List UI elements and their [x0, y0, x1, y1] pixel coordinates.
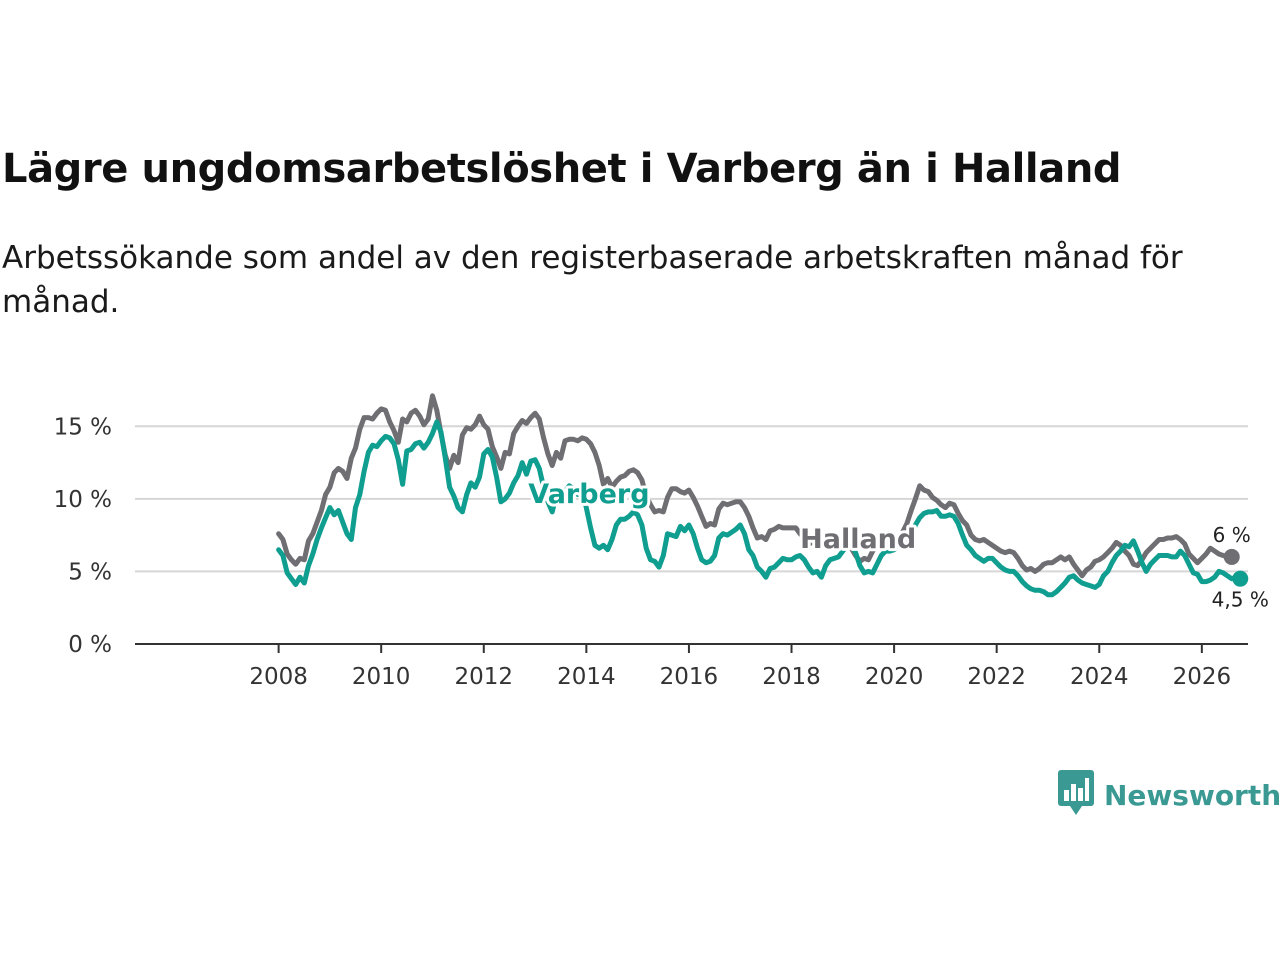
newsworthy-chart-logo-icon	[1058, 770, 1094, 820]
series-line-varberg	[276, 419, 1243, 598]
chart-subtitle: Arbetssökande som andel av den registerb…	[2, 240, 1183, 320]
y-tick-label: 5 %	[68, 559, 112, 585]
series-line-halland	[276, 393, 1235, 579]
series-label-varberg: Varberg	[528, 479, 649, 510]
x-tick-label: 2018	[762, 664, 821, 690]
x-tick-label: 2024	[1070, 664, 1129, 690]
end-value-label-varberg: 4,5 %	[1212, 588, 1269, 612]
x-tick-label: 2026	[1173, 664, 1232, 690]
end-dot-halland	[1223, 548, 1240, 565]
series-layer	[276, 393, 1243, 598]
x-tick-label: 2012	[455, 664, 514, 690]
x-tick-label: 2010	[352, 664, 411, 690]
y-tick-label: 10 %	[54, 487, 112, 513]
y-tick-label: 15 %	[54, 414, 112, 440]
x-tick-label: 2014	[557, 664, 616, 690]
newsworthy-brand[interactable]: Newsworthy	[1058, 770, 1280, 820]
y-tick-label: 0 %	[68, 632, 112, 658]
end-value-label-halland: 6 %	[1213, 523, 1251, 547]
series-label-halland: Halland	[800, 524, 916, 555]
x-tick-label: 2020	[865, 664, 924, 690]
page-title: Lägre ungdomsarbetslöshet i Varberg än i…	[2, 146, 1122, 192]
line-chart: 0 % 5 % 10 % 15 % 2008 2010 2012 2014 2016 2018 20…	[54, 393, 1271, 690]
x-tick-label: 2016	[660, 664, 719, 690]
x-tick-label: 2008	[249, 664, 308, 690]
x-tick-label: 2022	[967, 664, 1026, 690]
brand-name: Newsworthy	[1104, 778, 1280, 812]
axis-layer: 0 % 5 % 10 % 15 % 2008 2010 2012 2014 2016 2018 20…	[54, 414, 1248, 690]
label-layer: Halland Varberg 6 % 4,5 %	[525, 476, 1271, 614]
end-dot-varberg	[1232, 570, 1249, 587]
